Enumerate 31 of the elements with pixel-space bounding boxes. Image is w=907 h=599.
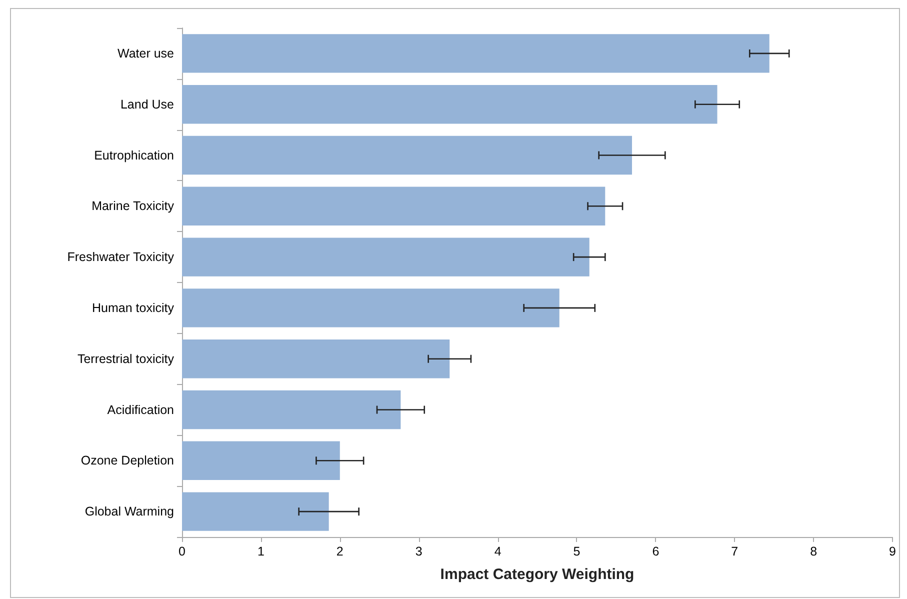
x-tick-label: 6 (652, 544, 660, 558)
x-tick-label: 8 (810, 544, 818, 558)
bar (182, 136, 632, 175)
x-tick-label: 7 (731, 544, 738, 558)
x-tick-label: 9 (889, 544, 896, 558)
bar (182, 492, 329, 531)
y-tick-label: Freshwater Toxicity (67, 250, 175, 264)
bar (182, 186, 606, 226)
bar (182, 34, 770, 73)
x-tick-label: 3 (415, 544, 422, 558)
bar (182, 288, 560, 328)
y-tick-label: Human toxicity (92, 300, 175, 315)
bar (182, 340, 450, 378)
y-tick-label: Terrestrial toxicity (77, 352, 175, 366)
y-tick-label: Global Warming (84, 504, 174, 519)
y-tick-label: Ozone Depletion (80, 454, 174, 468)
x-tick-label: 2 (336, 544, 344, 558)
x-tick-label: 4 (494, 544, 502, 558)
bar (182, 390, 401, 430)
bar (182, 441, 340, 480)
y-tick-label: Land Use (120, 97, 174, 112)
y-tick-label: Eutrophication (94, 148, 174, 162)
x-tick-label: 0 (178, 544, 186, 558)
y-tick-label: Acidification (107, 402, 174, 417)
y-tick-label: Water use (117, 46, 174, 60)
bar (182, 238, 590, 276)
x-tick-label: 1 (257, 544, 264, 558)
y-tick-label: Marine Toxicity (92, 199, 175, 214)
x-axis-title: Impact Category Weighting (440, 566, 634, 583)
bar (182, 85, 718, 124)
x-tick-label: 5 (573, 544, 580, 558)
